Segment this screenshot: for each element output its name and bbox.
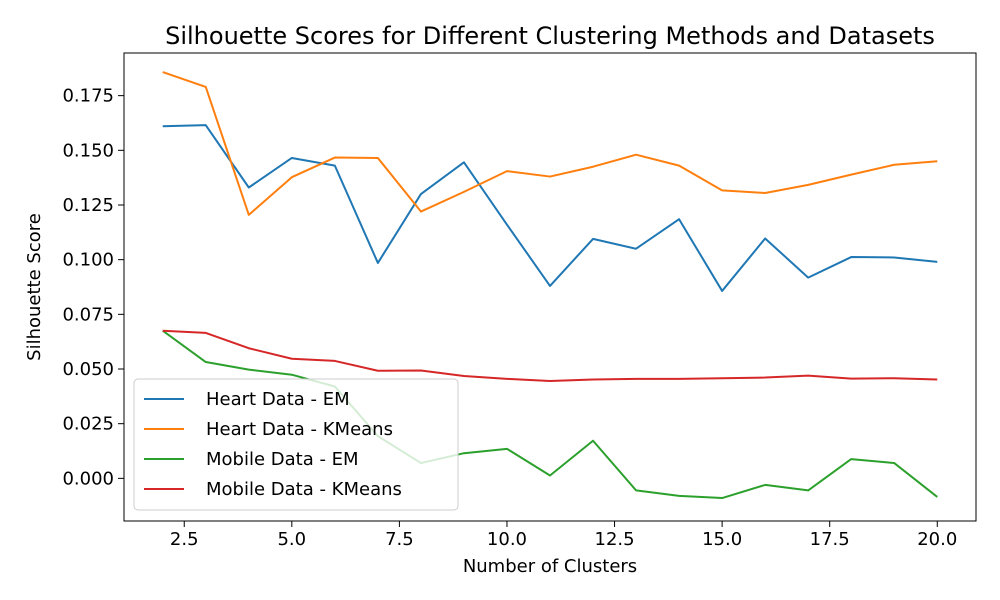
legend-label: Mobile Data - KMeans [206, 479, 402, 500]
y-axis-title: Silhouette Score [24, 213, 45, 361]
y-tick-label: 0.125 [62, 195, 114, 216]
y-tick-label: 0.150 [62, 140, 114, 161]
series-line-0 [162, 124, 938, 292]
x-tick-label: 20.0 [917, 529, 957, 550]
x-tick-label: 5.0 [277, 529, 306, 550]
y-tick-label: 0.075 [62, 304, 114, 325]
y-tick-label: 0.050 [62, 359, 114, 380]
legend: Heart Data - EM Heart Data - KMeans Mobile… [133, 378, 459, 511]
y-tick-label: 0.025 [62, 414, 114, 435]
y-tick-label: 0.100 [62, 250, 114, 271]
y-tick-label: 0.000 [62, 468, 114, 489]
chart-title: Silhouette Scores for Different Clusteri… [165, 22, 935, 50]
legend-label: Heart Data - EM [206, 389, 350, 410]
x-axis: 2.5 5.0 7.5 10.0 12.5 15.0 17.5 20.0 [170, 521, 957, 550]
legend-label: Heart Data - KMeans [206, 419, 393, 440]
series-line-2 [162, 329, 938, 500]
x-tick-label: 12.5 [595, 529, 635, 550]
x-tick-label: 7.5 [385, 529, 414, 550]
series-line-3 [162, 329, 938, 383]
x-axis-title: Number of Clusters [463, 556, 637, 577]
x-tick-label: 17.5 [810, 529, 850, 550]
x-tick-label: 10.0 [487, 529, 527, 550]
plot-lines [162, 71, 938, 500]
legend-label: Mobile Data - EM [206, 449, 359, 470]
x-tick-label: 15.0 [702, 529, 742, 550]
legend-box [133, 378, 459, 511]
series-line-1 [162, 71, 938, 216]
y-tick-label: 0.175 [62, 86, 114, 107]
y-axis: 0.000 0.025 0.050 0.075 0.100 0.125 0.150 0.175 [62, 86, 124, 489]
plot-frame [123, 52, 977, 522]
x-tick-label: 2.5 [170, 529, 199, 550]
